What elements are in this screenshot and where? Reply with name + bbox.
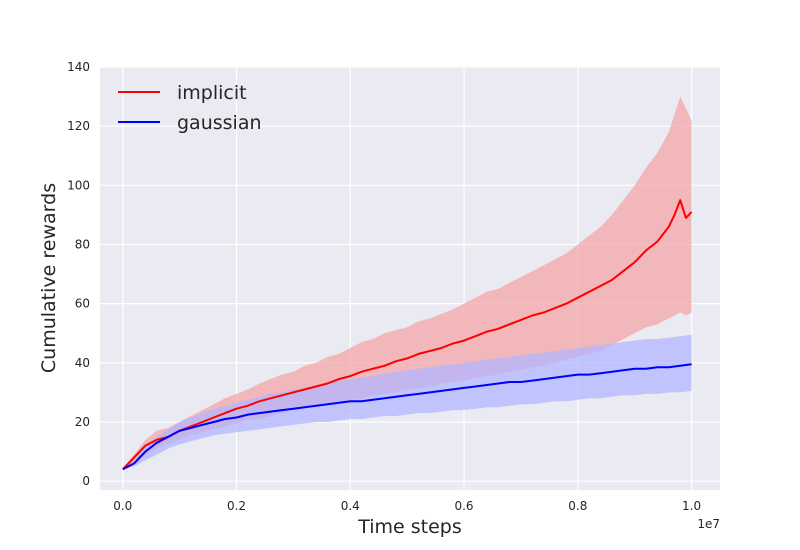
x-axis-offset-label: 1e7 <box>697 517 720 531</box>
y-axis-title: Cumulative rewards <box>38 183 60 373</box>
x-axis-title: Time steps <box>357 516 462 538</box>
y-tick-label: 120 <box>67 119 90 133</box>
band-gaussian <box>122 334 692 470</box>
line-implicit <box>122 199 693 470</box>
y-tick-label: 0 <box>82 474 90 488</box>
tick-labels: 0.0 0.2 0.4 0.6 0.8 1.0 0 20 40 60 80 100 120 140 <box>67 60 701 513</box>
x-tick-label: 0.2 <box>227 499 246 513</box>
y-tick-label: 80 <box>75 237 90 251</box>
x-tick-label: 1.0 <box>682 499 701 513</box>
y-tick-label: 60 <box>75 297 90 311</box>
confidence-bands <box>122 96 692 470</box>
line-gaussian <box>122 363 692 471</box>
x-tick-label: 0.4 <box>341 499 360 513</box>
x-tick-label: 0.6 <box>454 499 473 513</box>
y-tick-label: 100 <box>67 178 90 192</box>
legend-label-gaussian: gaussian <box>177 112 262 134</box>
y-tick-label: 20 <box>75 415 90 429</box>
legend: implicit gaussian <box>118 82 262 134</box>
y-tick-label: 140 <box>67 60 90 74</box>
legend-label-implicit: implicit <box>177 82 247 104</box>
x-tick-label: 0.0 <box>113 499 132 513</box>
y-tick-label: 40 <box>75 356 90 370</box>
series-lines <box>122 199 693 471</box>
x-tick-label: 0.8 <box>568 499 587 513</box>
